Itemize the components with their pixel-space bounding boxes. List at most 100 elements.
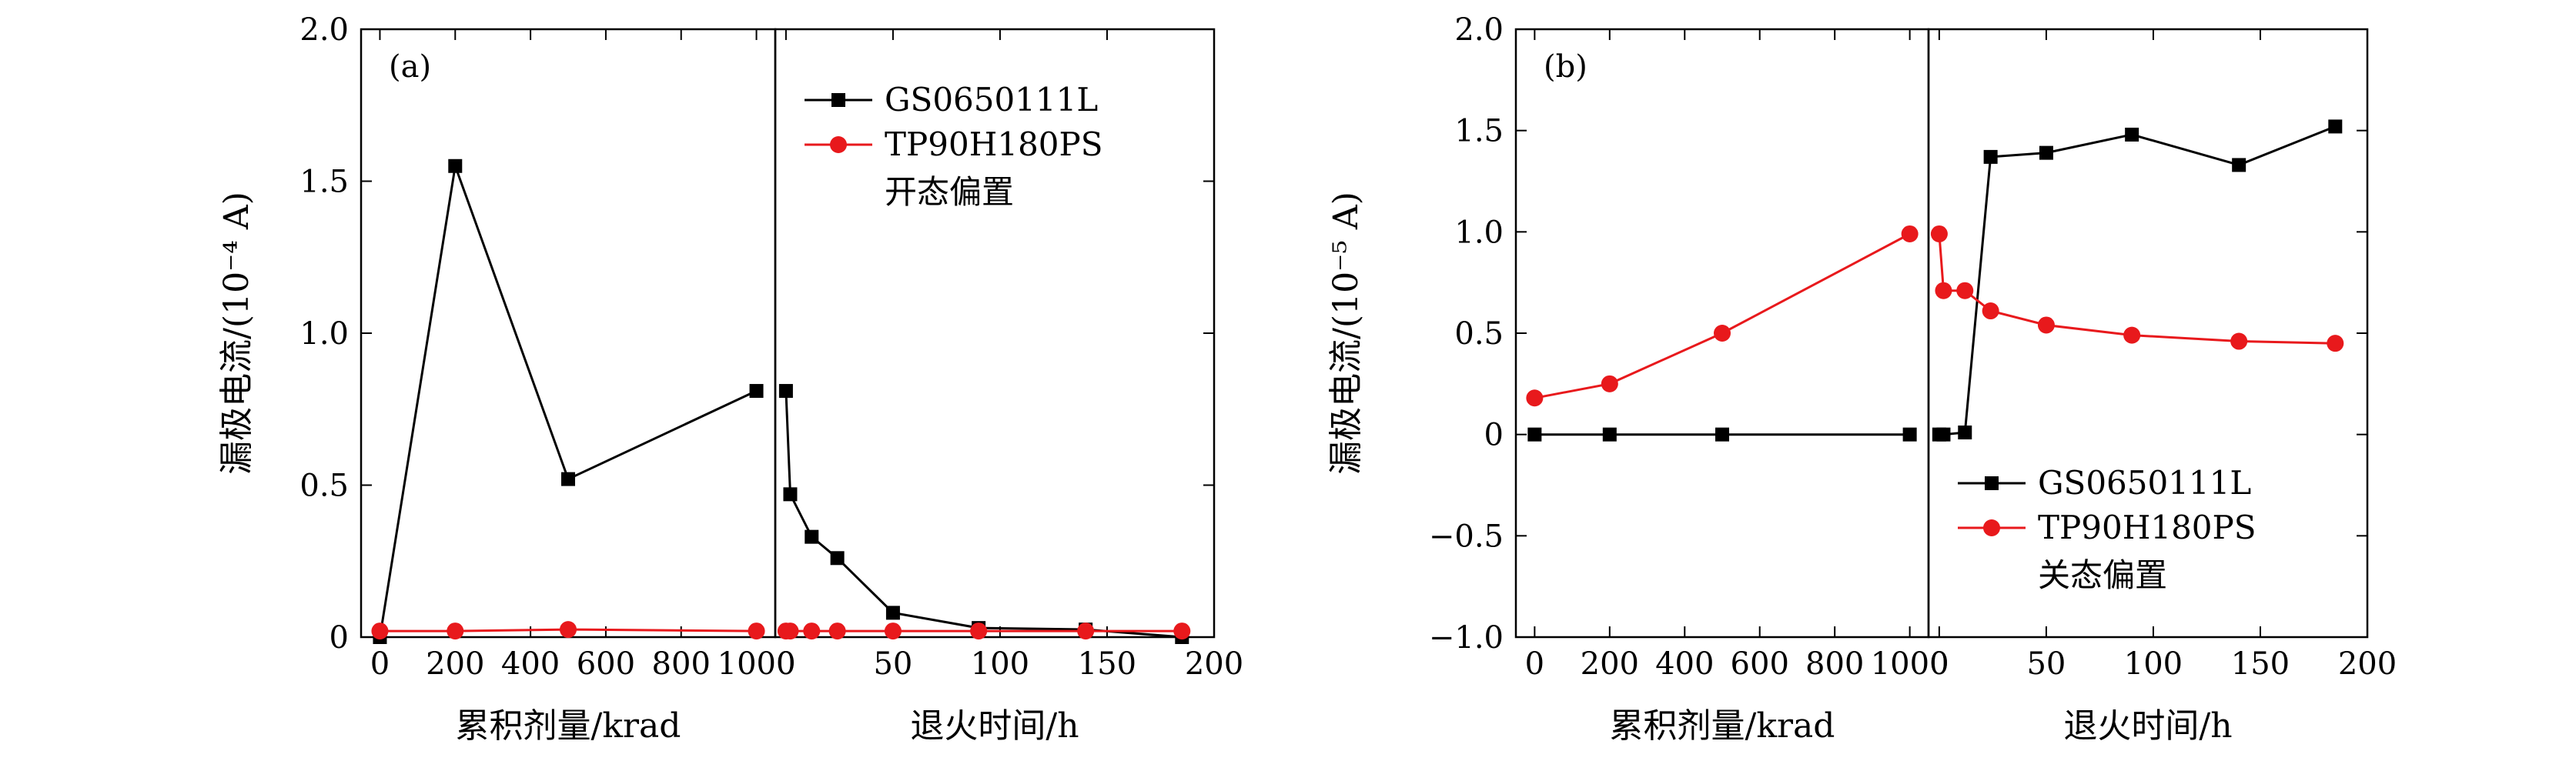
data-point-circle: [1173, 622, 1191, 640]
y-tick-label: 2.0: [299, 12, 349, 48]
legend-note: 关态偏置: [2038, 556, 2167, 594]
x-tick-label: 1000: [718, 646, 796, 682]
data-point-square: [2232, 158, 2246, 172]
data-point-circle: [371, 622, 389, 640]
x-tick-label: 400: [501, 646, 560, 682]
data-point-circle: [560, 621, 577, 639]
data-point-circle: [2327, 335, 2344, 352]
plot-frame: [1927, 28, 2369, 639]
data-point-circle: [1901, 225, 1919, 242]
data-point-square: [783, 487, 798, 502]
data-point-square: [1936, 427, 1951, 442]
y-tick-label: 1.5: [299, 165, 349, 200]
y-tick-label: 0.5: [299, 469, 349, 504]
data-point-square: [1902, 427, 1917, 442]
y-tick-label: −0.5: [1429, 519, 1504, 554]
data-point-square: [1983, 149, 1998, 164]
data-point-circle: [2123, 326, 2141, 344]
data-point-square: [2125, 127, 2139, 142]
data-point-square: [2328, 119, 2343, 134]
data-point-circle: [1930, 225, 1948, 242]
data-point-square: [1958, 426, 1972, 440]
data-point-circle: [970, 622, 988, 640]
data-point-square: [1602, 427, 1617, 442]
data-point-circle: [748, 622, 765, 640]
y-axis-title: 漏极电流/(10⁻⁵ A): [1326, 192, 1366, 475]
series-line-tp90h180ps: [380, 628, 757, 632]
x-tick-label: 0: [370, 646, 390, 682]
x-tick-label: 1000: [1871, 646, 1949, 682]
panel-label: (b): [1544, 49, 1587, 85]
x-axis-title: 累积剂量/krad: [1610, 706, 1835, 746]
x-tick-label: 200: [2338, 646, 2397, 682]
data-point-square: [830, 551, 845, 566]
legend-note: 开态偏置: [885, 173, 1014, 211]
y-tick-label: 0: [330, 620, 349, 656]
data-point-circle: [2230, 332, 2248, 350]
data-point-circle: [1935, 282, 1952, 299]
x-tick-label: 0: [1525, 646, 1544, 682]
x-tick-label: 0: [1929, 646, 1949, 682]
data-point-circle: [781, 622, 799, 640]
data-point-square: [2039, 145, 2053, 160]
y-tick-label: −1.0: [1429, 620, 1504, 656]
series-line-gs0650111l: [1939, 125, 2336, 436]
x-tick-label: 600: [577, 646, 635, 682]
legend-marker-circle: [1983, 519, 2000, 536]
plot-frame: [360, 28, 777, 639]
x-tick-label: 200: [426, 646, 484, 682]
y-tick-label: 1.0: [299, 316, 349, 352]
x-tick-label: 50: [873, 646, 912, 682]
data-point-circle: [1526, 389, 1544, 407]
y-axis-title: 漏极电流/(10⁻⁴ A): [217, 192, 256, 475]
series-line-tp90h180ps: [1938, 233, 2336, 345]
y-tick-label: 2.0: [1454, 12, 1504, 48]
x-tick-label: 600: [1731, 646, 1789, 682]
legend-label: TP90H180PS: [2038, 509, 2257, 546]
data-point-square: [1715, 427, 1729, 442]
x-axis-title: 退火时间/h: [910, 706, 1079, 746]
data-point-circle: [447, 622, 464, 640]
series-line-tp90h180ps: [1534, 232, 1911, 399]
x-tick-label: 50: [2026, 646, 2066, 682]
x-axis-title: 累积剂量/krad: [456, 706, 681, 746]
x-tick-label: 800: [652, 646, 711, 682]
legend-label: GS0650111L: [2038, 464, 2251, 502]
legend-label: GS0650111L: [885, 81, 1098, 118]
x-tick-label: 200: [1581, 646, 1639, 682]
legend-label: TP90H180PS: [885, 125, 1103, 163]
series-line-gs0650111l: [785, 390, 1183, 639]
data-point-square: [778, 384, 793, 399]
data-point-circle: [2037, 316, 2055, 334]
x-tick-label: 800: [1805, 646, 1864, 682]
y-tick-label: 0.5: [1454, 316, 1504, 352]
data-point-square: [448, 159, 463, 173]
data-point-square: [561, 472, 575, 486]
legend-marker-square: [1985, 476, 1999, 490]
y-tick-label: 1.5: [1454, 114, 1504, 149]
data-point-circle: [1714, 325, 1731, 342]
legend-marker-square: [831, 93, 845, 107]
data-point-circle: [1982, 302, 1999, 320]
legend-marker-circle: [830, 136, 847, 153]
panel-label: (a): [389, 49, 431, 85]
data-point-square: [749, 384, 764, 399]
x-tick-label: 150: [1078, 646, 1136, 682]
data-point-square: [885, 606, 900, 620]
x-tick-label: 150: [2231, 646, 2290, 682]
series-line-gs0650111l: [379, 165, 758, 638]
data-point-circle: [1956, 282, 1974, 299]
data-point-circle: [1077, 622, 1095, 640]
data-point-square: [805, 529, 819, 544]
data-point-square: [1527, 427, 1542, 442]
data-point-circle: [828, 622, 846, 640]
plot-frame: [774, 28, 1216, 639]
data-point-circle: [803, 622, 821, 640]
x-tick-label: 200: [1185, 646, 1243, 682]
x-tick-label: 0: [776, 646, 795, 682]
y-tick-label: 0: [1484, 418, 1504, 453]
data-point-circle: [1601, 375, 1618, 392]
x-tick-label: 100: [2124, 646, 2183, 682]
